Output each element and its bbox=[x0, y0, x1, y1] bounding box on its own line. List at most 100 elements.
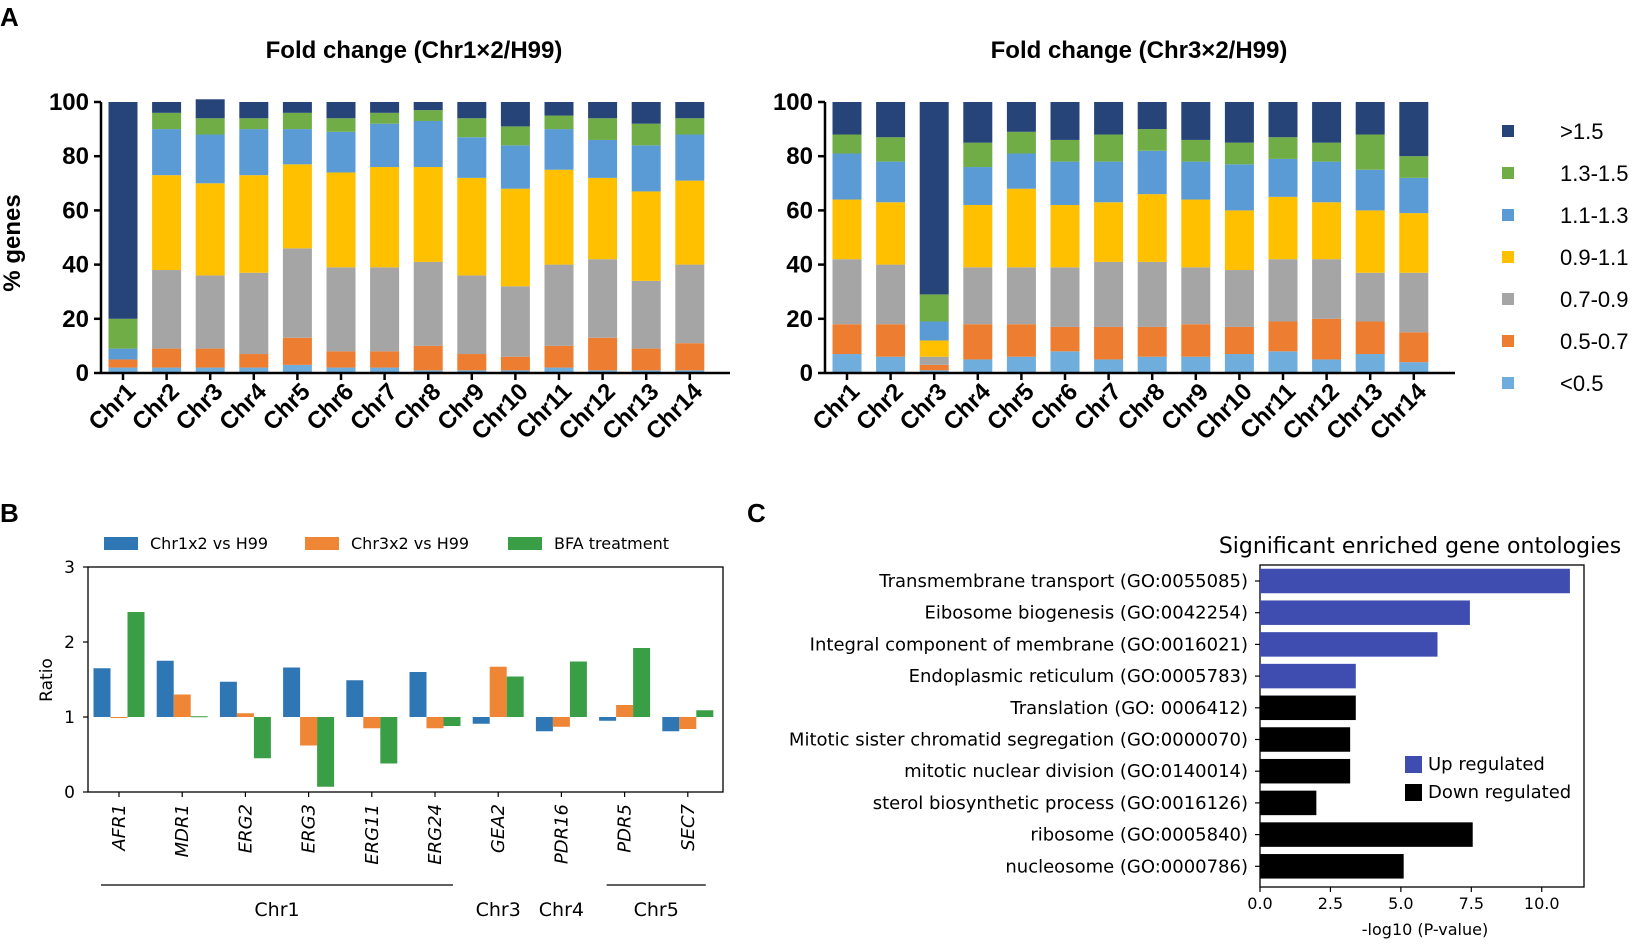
bar-segment-chr8-1-1-1-3 bbox=[1137, 150, 1167, 195]
x-tick-label-chr1: Chr1 bbox=[807, 378, 865, 436]
bar-segment-chr5-0-5 bbox=[1006, 356, 1036, 373]
go-bar-10 bbox=[1260, 854, 1404, 879]
legend-swatch-0-7-0-9 bbox=[1502, 293, 1514, 305]
bar-segment-chr1-1-1-1-3 bbox=[832, 153, 862, 200]
y-tick-label: 40 bbox=[786, 252, 813, 279]
gene-label-gea2: GEA2 bbox=[488, 804, 509, 853]
bar-segment-chr10-0-7-0-9 bbox=[1224, 270, 1254, 327]
gene-label-afr1: AFR1 bbox=[109, 804, 130, 852]
go-bar-3 bbox=[1260, 632, 1438, 657]
stacked-chart-chr3x2: Fold change (Chr3×2/H99) 0 20 40 60 80 100 Ch… bbox=[773, 37, 1629, 445]
bar-mdr1-chr3x2-vs-h99 bbox=[173, 694, 191, 717]
bar-segment-chr12-0-5 bbox=[588, 370, 618, 373]
gene-label-pdr5: PDR5 bbox=[615, 804, 636, 853]
bar-segment-chr4-1-3-1-5 bbox=[239, 118, 269, 130]
bar-segment-chr3-1-1-1-3 bbox=[195, 134, 225, 184]
bar-segment-chr2-0-5-0-7 bbox=[152, 348, 182, 368]
bar-erg11-bfa-treatment bbox=[380, 717, 398, 764]
group-label-chr5: Chr5 bbox=[634, 899, 679, 921]
bar-segment-chr8-0-5 bbox=[413, 370, 443, 373]
bar-pdr16-chr1x2-vs-h99 bbox=[535, 717, 553, 732]
bar-segment-chr13-0-9-1-1 bbox=[631, 191, 661, 281]
bar-segment-chr2-1-1-1-3 bbox=[876, 161, 906, 203]
go-bar-1 bbox=[1260, 568, 1570, 594]
bar-segment-chr10-1-5 bbox=[500, 102, 530, 127]
go-bar-6 bbox=[1260, 727, 1351, 752]
bar-segment-chr3-1-5 bbox=[195, 99, 225, 119]
go-term-label-10: nucleosome (GO:0000786) bbox=[1005, 856, 1248, 877]
group-label-chr3: Chr3 bbox=[476, 899, 521, 921]
bar-erg11-chr1x2-vs-h99 bbox=[346, 680, 364, 717]
gene-label-pdr16: PDR16 bbox=[551, 804, 572, 864]
bar-pdr5-bfa-treatment bbox=[633, 648, 651, 717]
x-tick-label: 7.5 bbox=[1459, 894, 1484, 913]
panel-label-a: A bbox=[0, 2, 19, 32]
bar-segment-chr12-0-9-1-1 bbox=[1312, 202, 1342, 260]
bar-segment-chr12-1-5 bbox=[1312, 102, 1342, 143]
bar-segment-chr9-1-1-1-3 bbox=[457, 137, 487, 178]
legend-label-0-7-0-9: 0.7-0.9 bbox=[1560, 287, 1629, 312]
bar-segment-chr4-1-1-1-3 bbox=[239, 129, 269, 176]
y-tick-label: 0 bbox=[64, 783, 75, 803]
bar-segment-chr11-1-5 bbox=[544, 102, 574, 116]
gene-label-sec7: SEC7 bbox=[678, 803, 699, 850]
y-tick-label: 100 bbox=[49, 89, 89, 116]
bar-sec7-chr1x2-vs-h99 bbox=[662, 717, 680, 732]
bar-segment-chr9-0-5-0-7 bbox=[1181, 324, 1211, 357]
bar-segment-chr4-0-7-0-9 bbox=[963, 267, 993, 325]
bar-sec7-bfa-treatment bbox=[696, 710, 714, 717]
bar-segment-chr7-0-5-0-7 bbox=[370, 351, 400, 368]
bar-segment-chr5-0-7-0-9 bbox=[282, 248, 312, 338]
bar-segment-chr11-0-9-1-1 bbox=[1268, 196, 1298, 260]
bar-gea2-chr1x2-vs-h99 bbox=[472, 717, 490, 724]
bar-segment-chr10-0-5-0-7 bbox=[1224, 326, 1254, 355]
chart-title-chr1x2: Fold change (Chr1×2/H99) bbox=[266, 37, 563, 64]
chart-title-go: Significant enriched gene ontologies bbox=[1219, 534, 1621, 559]
bar-segment-chr10-1-3-1-5 bbox=[500, 126, 530, 146]
legend-label-chr3x2-vs-h99: Chr3x2 vs H99 bbox=[351, 534, 469, 553]
legend-swatch-1-5 bbox=[1502, 125, 1514, 137]
bar-segment-chr6-0-5 bbox=[326, 367, 356, 373]
bar-segment-chr13-1-1-1-3 bbox=[631, 145, 661, 192]
bar-segment-chr2-0-7-0-9 bbox=[152, 270, 182, 349]
legend-label-chr1x2-vs-h99: Chr1x2 vs H99 bbox=[150, 534, 268, 553]
bar-segment-chr14-1-1-1-3 bbox=[1399, 177, 1429, 214]
x-tick-label: 10.0 bbox=[1524, 894, 1560, 913]
x-tick-label: 2.5 bbox=[1318, 894, 1343, 913]
bar-segment-chr11-0-9-1-1 bbox=[544, 169, 574, 265]
x-axis-label-log-pvalue: -log10 (P-value) bbox=[1362, 920, 1488, 939]
group-label-chr1: Chr1 bbox=[254, 899, 299, 921]
bar-segment-chr11-1-3-1-5 bbox=[1268, 137, 1298, 159]
bar-segment-chr13-0-5 bbox=[1355, 354, 1385, 373]
bar-segment-chr13-0-5-0-7 bbox=[1355, 321, 1385, 355]
go-term-label-8: sterol biosynthetic process (GO:0016126) bbox=[873, 793, 1248, 814]
x-tick-label-chr1: Chr1 bbox=[83, 378, 141, 436]
legend-label-0-9-1-1: 0.9-1.1 bbox=[1560, 245, 1629, 270]
go-term-label-5: Translation (GO: 0006412) bbox=[1009, 698, 1248, 719]
x-tick-label-chr6: Chr6 bbox=[301, 378, 359, 436]
bar-segment-chr2-0-5 bbox=[876, 356, 906, 373]
go-term-label-1: Transmembrane transport (GO:0055085) bbox=[878, 571, 1248, 592]
go-bar-4 bbox=[1260, 663, 1356, 689]
legend-swatch-0-9-1-1 bbox=[1502, 251, 1514, 263]
bar-segment-chr3-1-5 bbox=[919, 102, 949, 295]
panel-label-c: C bbox=[747, 498, 766, 528]
legend-label-0-5-0-7: 0.5-0.7 bbox=[1560, 329, 1629, 354]
go-term-label-2: Eibosome biogenesis (GO:0042254) bbox=[924, 603, 1248, 624]
y-tick-label: 0 bbox=[76, 360, 89, 387]
gene-label-mdr1: MDR1 bbox=[172, 804, 193, 857]
bar-segment-chr3-1-1-1-3 bbox=[919, 321, 949, 341]
bar-segment-chr9-1-5 bbox=[457, 102, 487, 119]
bar-segment-chr1-1-5 bbox=[108, 102, 138, 319]
bar-segment-chr13-0-5 bbox=[631, 370, 661, 373]
bar-segment-chr7-0-5 bbox=[370, 367, 400, 373]
bar-segment-chr14-1-3-1-5 bbox=[1399, 156, 1429, 178]
bar-segment-chr6-1-3-1-5 bbox=[326, 118, 356, 132]
y-tick-label: 40 bbox=[62, 252, 89, 279]
bar-segment-chr14-1-5 bbox=[675, 102, 705, 119]
bar-segment-chr13-1-3-1-5 bbox=[1355, 134, 1385, 170]
legend-swatch-0-5 bbox=[1502, 377, 1514, 389]
bar-segment-chr12-1-3-1-5 bbox=[1312, 142, 1342, 162]
bar-segment-chr5-1-1-1-3 bbox=[282, 129, 312, 165]
bar-segment-chr12-1-3-1-5 bbox=[588, 118, 618, 140]
